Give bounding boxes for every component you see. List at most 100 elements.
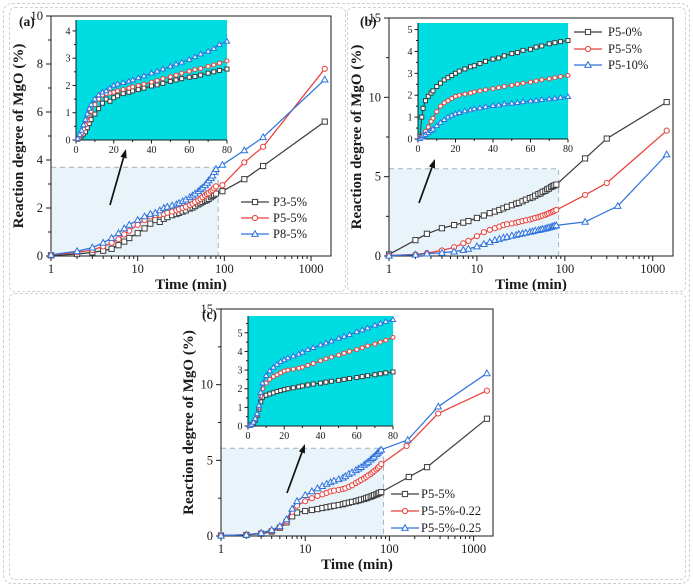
svg-text:20: 20: [279, 431, 289, 442]
svg-text:40: 40: [147, 145, 157, 156]
inset-series-P5-10%: [416, 93, 572, 141]
svg-text:80: 80: [388, 431, 398, 442]
svg-text:1: 1: [386, 262, 392, 276]
svg-text:10: 10: [201, 378, 214, 392]
svg-text:6: 6: [37, 105, 43, 119]
legend-label: P8-5%: [273, 227, 307, 241]
svg-text:10: 10: [299, 542, 312, 556]
svg-text:40: 40: [488, 144, 498, 155]
legend-label: P5-5%-0.22: [421, 504, 481, 518]
series-P5-10%: [384, 150, 671, 259]
svg-text:3: 3: [238, 366, 243, 377]
svg-text:1: 1: [238, 403, 243, 414]
x-axis-title: Time (min): [495, 277, 567, 291]
inset-pointer-arrow: [109, 149, 127, 206]
svg-text:2: 2: [238, 384, 243, 395]
y-axis: 0 5 10 15: [201, 302, 221, 543]
svg-text:10: 10: [31, 9, 44, 23]
svg-text:0: 0: [408, 135, 413, 146]
inset-series-P5-0%: [417, 38, 571, 140]
svg-text:1: 1: [48, 262, 54, 276]
x-axis: 1 10 100 1000: [48, 256, 324, 276]
panel-b-cell: 1 10 100 1000 0 5 10 15 0 20 40 60 80 0 1 2 3 4 5 P5-0% P5-5…: [347, 7, 686, 292]
zoom-region: [220, 447, 384, 537]
svg-text:80: 80: [222, 145, 232, 156]
svg-text:1: 1: [218, 542, 224, 556]
svg-text:15: 15: [201, 302, 214, 316]
legend: P3-5% P5-5% P8-5%: [241, 195, 307, 241]
svg-text:40: 40: [316, 431, 326, 442]
legend-label: P5-5%: [273, 211, 307, 225]
svg-text:0: 0: [37, 249, 43, 263]
series-P5-5%-0.25: [216, 368, 491, 539]
legend-label: P5-5%: [421, 487, 455, 501]
inset-background: [248, 316, 393, 426]
legend-label: P5-0%: [608, 25, 642, 39]
inset-chart: 0 20 40 60 80 0 1 2 3 4: [66, 20, 232, 156]
svg-text:1: 1: [408, 113, 413, 124]
x-axis: 1 10 100 1000: [386, 256, 665, 276]
svg-text:4: 4: [408, 47, 413, 58]
inset-chart: 0 20 40 60 80 0 1 2 3 4 5: [408, 23, 573, 155]
panel-label: (b): [360, 14, 377, 29]
svg-text:0: 0: [66, 136, 71, 147]
panel-label: (a): [19, 14, 35, 29]
x-axis: 1 10 100 1000: [218, 536, 486, 556]
y-axis-title: Reaction degree of MgO (%): [11, 44, 27, 229]
svg-text:1: 1: [66, 108, 71, 119]
inset-pointer-arrow: [286, 444, 305, 494]
inset-series-P5-5%: [417, 73, 571, 141]
zoom-region: [50, 166, 219, 257]
y-axis: 0 2 4 6 8 10: [31, 9, 51, 263]
svg-text:0: 0: [74, 145, 79, 156]
svg-text:5: 5: [408, 25, 413, 36]
svg-text:4: 4: [37, 153, 44, 167]
svg-text:10: 10: [369, 90, 382, 104]
svg-text:1000: 1000: [461, 542, 486, 556]
svg-text:60: 60: [526, 144, 536, 155]
inset-series-P8-5%: [74, 37, 231, 141]
svg-text:0: 0: [246, 431, 251, 442]
svg-text:20: 20: [451, 144, 461, 155]
panel-c-cell: 1 10 100 1000 0 5 10 15 0 20 40 60 80 0 1 2 3 4 5 P5-5% P5-5…: [9, 293, 686, 580]
figure-outer-border: [3, 3, 690, 584]
series-P3-5%: [47, 118, 328, 259]
svg-text:2: 2: [66, 81, 71, 92]
svg-text:15: 15: [369, 11, 382, 25]
svg-text:0: 0: [207, 529, 213, 543]
inset-chart: 0 20 40 60 80 0 1 2 3 4 5: [238, 316, 398, 442]
svg-text:100: 100: [555, 262, 574, 276]
inset-series-P5-5%-0.25: [246, 316, 397, 428]
svg-text:80: 80: [563, 144, 573, 155]
legend: P5-5% P5-5%-0.22 P5-5%-0.25: [391, 487, 481, 535]
svg-text:100: 100: [215, 262, 234, 276]
panel-label: (c): [202, 307, 217, 322]
svg-text:5: 5: [207, 453, 213, 467]
svg-text:4: 4: [66, 26, 71, 37]
legend-label: P5-5%: [608, 42, 642, 56]
svg-text:10: 10: [471, 262, 484, 276]
svg-text:5: 5: [375, 170, 381, 184]
y-axis: 0 5 10 15: [369, 11, 389, 263]
legend: P5-0% P5-5% P5-10%: [574, 25, 648, 72]
svg-text:2: 2: [408, 91, 413, 102]
svg-text:1000: 1000: [640, 262, 665, 276]
svg-text:3: 3: [408, 69, 413, 80]
panel-a-cell: 1 10 100 1000 0 2 4 6 8 10 0 20 40 60 80 0 1 2 3 4 P3-5% P5-5…: [9, 7, 346, 292]
y-axis-title: Reaction degree of MgO (%): [181, 330, 197, 515]
svg-text:10: 10: [131, 262, 144, 276]
svg-text:0: 0: [238, 422, 243, 433]
legend-label: P5-10%: [608, 58, 648, 72]
series-P8-5%: [46, 75, 329, 258]
legend-label: P5-5%-0.25: [421, 521, 481, 535]
svg-text:100: 100: [380, 542, 399, 556]
svg-text:20: 20: [109, 145, 119, 156]
svg-text:0: 0: [416, 144, 421, 155]
svg-text:2: 2: [37, 201, 43, 215]
svg-text:4: 4: [238, 347, 243, 358]
svg-text:60: 60: [352, 431, 362, 442]
